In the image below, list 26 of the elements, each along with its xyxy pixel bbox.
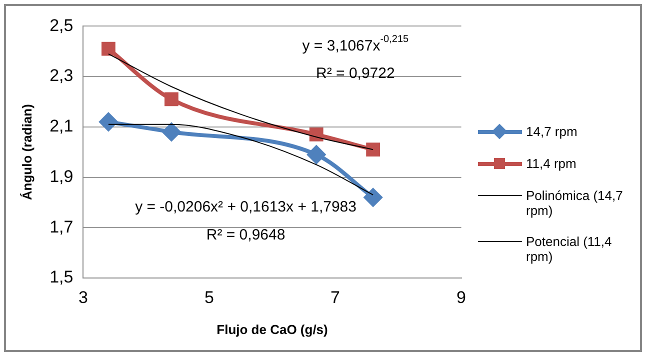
x-tick-label: 5: [204, 288, 214, 307]
y-tick-label: 1,5: [50, 268, 74, 287]
point: [364, 188, 382, 206]
point: [101, 42, 116, 56]
point: [162, 122, 180, 141]
x-tick-label: 9: [456, 288, 466, 307]
y-tick-label: 1,9: [50, 166, 74, 186]
annotation: y = -0,0206x² + 0,1613x + 1,7983: [135, 198, 357, 216]
y-tick-label: 2,3: [50, 66, 74, 86]
point: [366, 142, 380, 157]
point: [99, 112, 118, 131]
y-tick-label: 2,1: [50, 116, 74, 136]
x-tick-label: 7: [330, 288, 340, 307]
y-axis-title: Ángulo (radian): [19, 104, 34, 200]
x-axis-title: Flujo de CaO (g/s): [216, 322, 328, 337]
point: [164, 92, 178, 106]
legend-label: Polinómica (14,7 rpm): [526, 188, 624, 218]
annotation: R² = 0,9648: [206, 226, 286, 244]
annotation: R² = 0,9722: [316, 65, 395, 82]
point: [307, 146, 326, 164]
legend-label: Potencial (11,4 rpm): [526, 234, 613, 264]
y-tick-label: 1,7: [50, 217, 74, 236]
y-tick-label: 2,5: [50, 16, 74, 35]
legend-label: 11,4 rpm: [526, 156, 576, 171]
legend-label: 14,7 rpm: [526, 124, 578, 139]
x-tick-label: 3: [78, 288, 88, 307]
